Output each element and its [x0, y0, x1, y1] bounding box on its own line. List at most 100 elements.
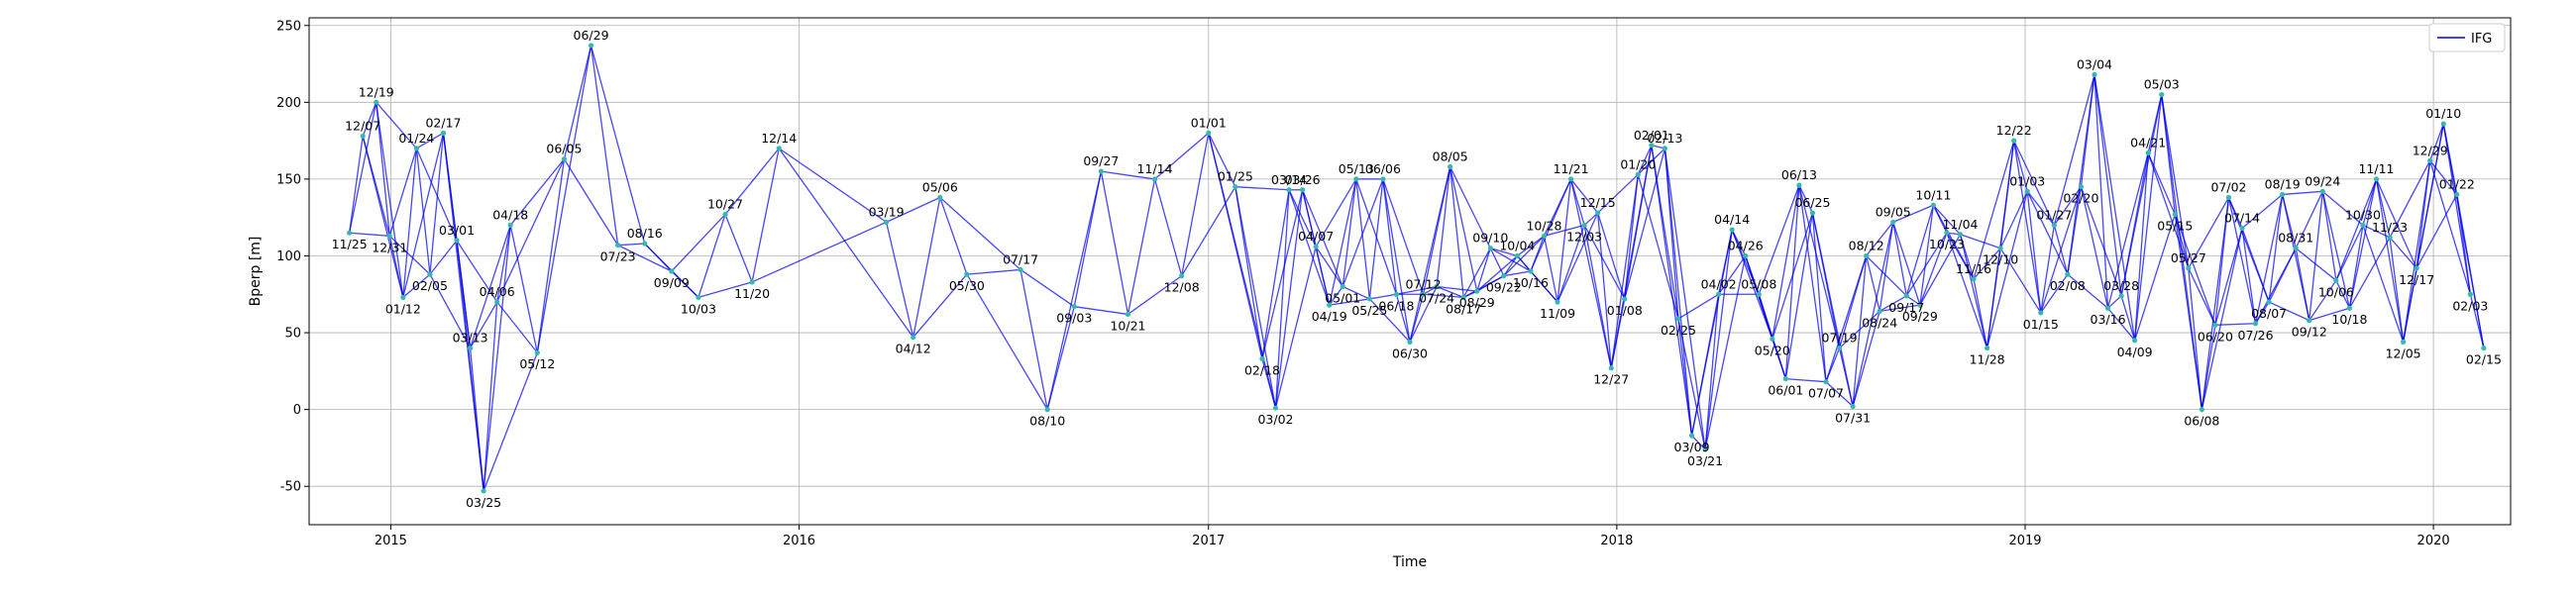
- ifg-edge: [1798, 185, 1827, 382]
- ifg-edge: [1973, 140, 2015, 279]
- ifg-edge: [1556, 178, 1572, 303]
- acquisition-date-labels: 11/25 12/07 12/19 12/31 01/12 01/24 02/05 02/17…: [332, 28, 2502, 510]
- ifg-edge: [1046, 171, 1103, 410]
- ifg-edge: [1274, 247, 1317, 409]
- ifg-edge: [1503, 255, 1518, 277]
- acquisition-node: [1984, 345, 1990, 351]
- ifg-edge: [1100, 171, 1129, 315]
- ifg-edge: [885, 222, 914, 338]
- ifg-edge: [1261, 189, 1290, 359]
- ifg-edge: [496, 225, 511, 303]
- ifg-edge: [1490, 248, 1518, 257]
- acquisition-date-label: 03/28: [2103, 278, 2139, 293]
- acquisition-node: [1474, 288, 1480, 294]
- ifg-edge: [1718, 255, 1747, 295]
- acquisition-node: [1997, 246, 2003, 251]
- ifg-edge: [1261, 189, 1304, 359]
- ifg-edge: [1798, 184, 1814, 214]
- acquisition-date-label: 04/06: [480, 284, 515, 299]
- ifg-edge: [1396, 285, 1438, 295]
- acquisition-date-label: 10/16: [1513, 275, 1549, 290]
- ifg-edge: [402, 273, 431, 298]
- ifg-edge: [349, 232, 390, 237]
- ifg-edge: [1892, 222, 1907, 296]
- acquisition-node: [1407, 339, 1413, 345]
- ifg-edge: [2026, 191, 2069, 275]
- acquisition-date-label: 01/10: [2425, 106, 2461, 121]
- acquisition-node: [481, 488, 486, 494]
- ifg-edge: [1852, 222, 1894, 407]
- ifg-edge: [1677, 319, 1693, 437]
- ifg-edge: [2214, 323, 2256, 326]
- acquisition-date-label: 03/02: [1257, 412, 1293, 427]
- acquisition-node: [1071, 304, 1077, 310]
- acquisition-date-label: 08/05: [1433, 148, 1468, 163]
- acquisition-node: [1179, 273, 1185, 279]
- ifg-edge: [1570, 178, 1599, 214]
- ifg-edge: [1905, 205, 1935, 297]
- acquisition-node: [1930, 202, 1937, 208]
- acquisition-node: [2319, 188, 2325, 194]
- ifg-edge: [415, 148, 458, 242]
- ifg-edge: [1208, 133, 1277, 409]
- ifg-edge: [362, 102, 377, 137]
- acquisition-date-label: 07/26: [2238, 328, 2274, 343]
- acquisition-node: [534, 349, 540, 355]
- acquisition-date-label: 07/14: [2224, 211, 2260, 226]
- ifg-edge: [1449, 166, 1464, 298]
- ifg-edge: [2107, 295, 2122, 309]
- acquisition-node: [374, 99, 379, 105]
- acquisition-node: [2454, 191, 2460, 198]
- ifg-edge: [563, 158, 619, 246]
- ifg-edge: [1530, 270, 1558, 303]
- acquisition-date-label: 10/18: [2331, 312, 2367, 327]
- acquisition-date-label: 03/16: [2091, 312, 2126, 327]
- ifg-edge: [886, 196, 941, 223]
- ifg-edge: [376, 102, 390, 237]
- ifg-edge: [2174, 214, 2203, 410]
- acquisition-node: [2186, 265, 2192, 271]
- acquisition-date-label: 12/19: [359, 84, 394, 99]
- acquisition-date-label: 05/12: [519, 356, 555, 371]
- ifg-edge: [1395, 294, 1411, 343]
- acquisition-node: [1018, 266, 1023, 273]
- acquisition-date-label: 09/10: [1472, 231, 1508, 246]
- acquisition-date-label: 01/22: [2439, 176, 2475, 191]
- ifg-edge: [2282, 190, 2323, 196]
- acquisition-node: [1393, 291, 1400, 297]
- ifg-edge: [388, 236, 404, 298]
- acquisition-date-label: 12/22: [1996, 123, 2032, 138]
- ifg-edge: [2093, 74, 2109, 309]
- acquisition-node: [883, 219, 890, 225]
- ifg-edge: [2214, 197, 2230, 326]
- acquisition-node: [1487, 246, 1493, 251]
- acquisition-node: [2145, 149, 2151, 156]
- acquisition-date-label: 05/20: [1755, 343, 1790, 357]
- ifg-edge: [456, 240, 498, 303]
- acquisition-date-label: 02/20: [2063, 191, 2098, 206]
- ifg-edge: [2120, 295, 2136, 342]
- ifg-edge: [724, 148, 780, 216]
- acquisition-date-label: 05/01: [1325, 291, 1360, 306]
- legend: IFG: [2428, 23, 2506, 52]
- ifg-edge: [1423, 285, 1438, 295]
- acquisition-node: [2252, 321, 2259, 327]
- ifg-edge: [2174, 214, 2216, 326]
- ifg-edge: [1329, 286, 1343, 306]
- acquisition-node: [2038, 310, 2044, 316]
- ifg-edge: [1811, 212, 1827, 382]
- ifg-edge: [1973, 278, 1988, 348]
- ifg-edge: [1999, 248, 2042, 314]
- ifg-edge: [1342, 178, 1357, 287]
- acquisition-date-label: 11/11: [2358, 161, 2394, 176]
- acquisition-node: [1233, 184, 1238, 190]
- acquisition-node: [360, 133, 366, 140]
- ifg-edge: [2456, 194, 2485, 348]
- acquisition-date-label: 02/03: [2452, 298, 2488, 313]
- ifg-edge: [1798, 184, 1841, 348]
- acquisition-node: [1528, 268, 1534, 274]
- acquisition-date-label: 09/09: [654, 275, 690, 290]
- acquisition-node: [2159, 91, 2165, 98]
- ifg-edge: [2295, 191, 2323, 249]
- acquisition-node: [911, 335, 916, 341]
